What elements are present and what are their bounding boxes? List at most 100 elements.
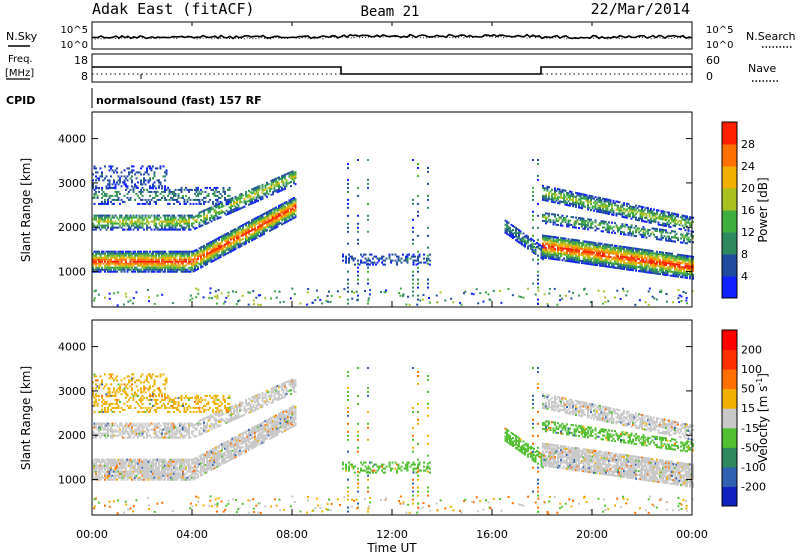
power-cell: [278, 178, 280, 181]
power-cell: [668, 235, 670, 238]
power-cell: [218, 205, 220, 208]
power-cell: [542, 215, 544, 218]
power-cell: [132, 228, 135, 231]
power-cell: [581, 221, 583, 224]
power-cell: [114, 252, 117, 255]
power-cell: [412, 238, 414, 241]
power-cell: [225, 296, 228, 299]
power-cell: [660, 269, 663, 272]
power-cell: [186, 262, 189, 265]
power-cell: [575, 195, 577, 198]
power-cell: [272, 228, 274, 231]
power-cell: [692, 237, 694, 240]
power-cell: [215, 258, 217, 261]
power-cell: [464, 290, 467, 293]
power-cell: [110, 268, 112, 271]
power-cell: [579, 206, 582, 209]
power-cell: [111, 194, 114, 197]
power-cell: [180, 266, 183, 269]
power-cell: [415, 263, 418, 266]
power-cell: [575, 247, 577, 250]
power-cell: [233, 208, 235, 211]
power-cell: [266, 223, 268, 226]
power-cell: [660, 212, 663, 215]
power-cell: [153, 256, 156, 259]
power-cell: [606, 243, 609, 246]
power-cell: [108, 260, 111, 263]
power-cell: [131, 220, 133, 223]
power-cell: [602, 197, 604, 200]
power-cell: [546, 255, 549, 258]
power-cell: [665, 231, 667, 234]
power-cell: [98, 214, 100, 217]
power-cell: [147, 266, 150, 269]
power-cell: [600, 248, 603, 251]
power-cell: [215, 254, 217, 257]
power-cell: [161, 252, 163, 255]
power-cell: [566, 249, 568, 252]
power-cell: [636, 257, 639, 260]
power-cell: [293, 211, 295, 213]
power-cell: [101, 250, 103, 253]
power-cell: [161, 266, 163, 269]
power-cell: [555, 242, 558, 245]
power-cell: [680, 272, 682, 275]
power-cell: [284, 177, 286, 180]
power-cell: [403, 259, 406, 262]
power-cell: [257, 226, 259, 229]
power-cell: [627, 213, 630, 216]
power-cell: [266, 215, 268, 218]
power-cell: [614, 248, 616, 251]
power-cell: [117, 179, 120, 182]
power-cell: [161, 228, 163, 231]
power-cell: [104, 198, 106, 201]
power-cell: [126, 224, 129, 227]
power-cell: [174, 266, 177, 269]
power-cell: [162, 258, 165, 261]
power-cell: [158, 260, 160, 263]
power-cell: [138, 171, 141, 174]
power-cell: [182, 194, 184, 197]
power-cell: [98, 256, 100, 259]
power-cell: [128, 171, 130, 174]
power-cell: [290, 198, 292, 201]
power-cell: [651, 266, 654, 268]
power-cell: [153, 216, 156, 219]
power-cell: [125, 222, 127, 225]
power-cell: [382, 255, 385, 258]
power-cell: [120, 258, 123, 261]
power-cell: [537, 289, 540, 292]
power-cell: [257, 216, 259, 219]
power-cell: [128, 226, 130, 229]
power-cell: [200, 260, 202, 263]
power-cell: [161, 220, 163, 223]
power-cell: [584, 244, 586, 247]
power-cell: [525, 240, 528, 243]
power-cell: [686, 257, 688, 259]
power-cell: [600, 211, 603, 214]
power-cell: [537, 159, 539, 161]
power-cell: [231, 231, 234, 234]
power-cell: [411, 255, 413, 258]
power-cell: [174, 218, 177, 221]
velocity-cell: [113, 470, 115, 473]
power-cell: [173, 252, 175, 255]
power-cell: [417, 255, 419, 258]
power-cell: [195, 250, 198, 253]
power-cell: [549, 249, 552, 252]
power-cell: [504, 219, 507, 222]
power-cell: [654, 262, 657, 265]
power-cell: [635, 212, 637, 215]
power-cell: [621, 209, 624, 212]
power-cell: [245, 236, 247, 239]
power-cell: [581, 223, 583, 226]
power-cell: [516, 228, 519, 231]
power-cell: [326, 295, 329, 297]
power-cell: [134, 270, 136, 273]
power-cell: [288, 173, 291, 176]
power-cell: [179, 252, 181, 255]
power-cell: [275, 296, 278, 299]
power-cell: [522, 244, 525, 247]
power-cell: [659, 269, 661, 272]
power-cell: [638, 262, 640, 265]
